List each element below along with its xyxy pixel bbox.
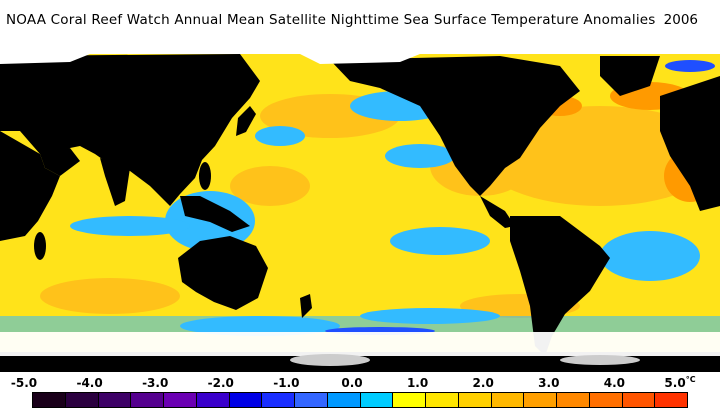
colorbar-tick-label: 5.0°C	[664, 375, 696, 390]
colorbar-swatch	[458, 393, 492, 407]
colorbar-swatch	[524, 393, 557, 407]
sea-ice-regions	[0, 36, 720, 366]
colorbar-swatch	[65, 393, 99, 407]
colorbar-swatch	[98, 393, 132, 407]
colorbar-swatch	[393, 393, 426, 407]
colorbar-tick-label: -1.0	[273, 376, 300, 390]
colorbar-swatch	[557, 393, 590, 407]
colorbar-swatch	[589, 393, 623, 407]
colorbar-swatch	[196, 393, 230, 407]
colorbar-swatch	[295, 393, 328, 407]
colorbar-swatch	[655, 393, 687, 407]
colorbar-swatch	[622, 393, 656, 407]
colorbar-tick-label: 3.0	[538, 376, 560, 390]
colorbar-tick-label: -2.0	[207, 376, 234, 390]
colorbar-tick-label: 0.0	[341, 376, 363, 390]
colorbar-swatch	[33, 393, 66, 407]
land-masses	[0, 54, 720, 372]
colorbar-tick-label: -5.0	[10, 376, 38, 390]
colorbar-tick-label: -4.0	[76, 376, 103, 390]
colorbar-tick-labels: -5.0 -4.0 -3.0 -2.0 -1.0 0.0 1.0 2.0 3.0 4.0 5.0°C	[0, 375, 720, 392]
map-year: 2006	[663, 12, 698, 28]
colorbar-swatch	[327, 393, 361, 407]
colorbar-swatch	[360, 393, 394, 407]
map-title: NOAA Coral Reef Watch Annual Mean Satell…	[6, 12, 656, 28]
colorbar-tick-label: -3.0	[142, 376, 169, 390]
sst-anomaly-map	[0, 36, 720, 372]
colorbar-tick-label: 1.0	[406, 376, 429, 390]
colorbar	[32, 392, 688, 408]
colorbar-tick-label: 2.0	[472, 376, 494, 390]
colorbar-swatch	[131, 393, 164, 407]
colorbar-tick-label: 4.0	[603, 376, 626, 390]
colorbar-swatch	[229, 393, 263, 407]
colorbar-swatch	[426, 393, 459, 407]
colorbar-unit: °C	[685, 375, 696, 384]
colorbar-swatch	[164, 393, 197, 407]
colorbar-swatch	[491, 393, 525, 407]
map-title-bar: NOAA Coral Reef Watch Annual Mean Satell…	[0, 8, 720, 30]
colorbar-swatch	[262, 393, 295, 407]
